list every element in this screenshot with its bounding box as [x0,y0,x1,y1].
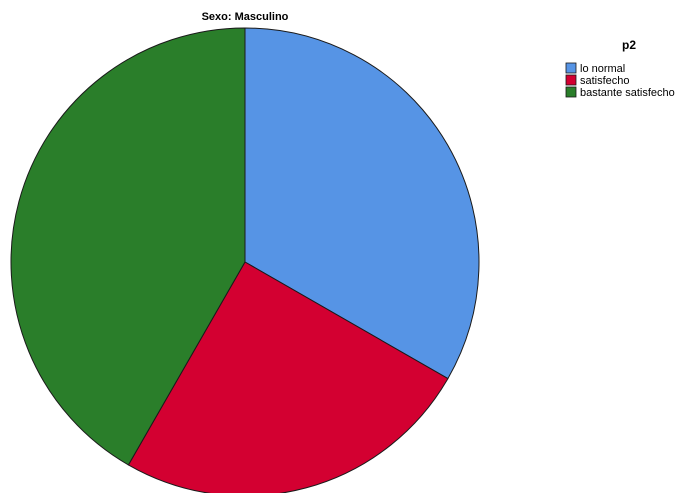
legend-label-lo-normal: lo normal [580,63,625,75]
legend-swatch-lo-normal [565,62,577,74]
legend-label-satisfecho: satisfecho [580,75,630,87]
legend-label-bastante-satisfecho: bastante satisfecho [580,87,675,99]
pie-slice-bastante-satisfecho [10,27,246,466]
legend-title: p2 [622,38,636,52]
legend-swatch-bastante-satisfecho [565,86,577,98]
pie-slices [10,27,480,493]
pie-slice-lo-normal [244,27,480,380]
pie-slice-satisfecho [127,261,449,493]
legend-swatch-satisfecho [565,74,577,86]
chart-title: Sexo: Masculino [202,11,289,23]
